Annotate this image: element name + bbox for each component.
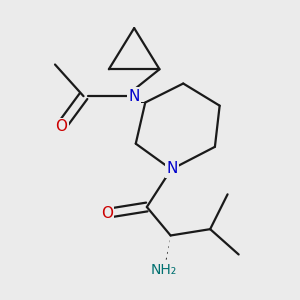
Text: NH₂: NH₂ bbox=[151, 263, 177, 277]
Text: O: O bbox=[101, 206, 113, 221]
Text: N: N bbox=[128, 89, 140, 104]
Text: N: N bbox=[167, 161, 178, 176]
Text: O: O bbox=[56, 119, 68, 134]
